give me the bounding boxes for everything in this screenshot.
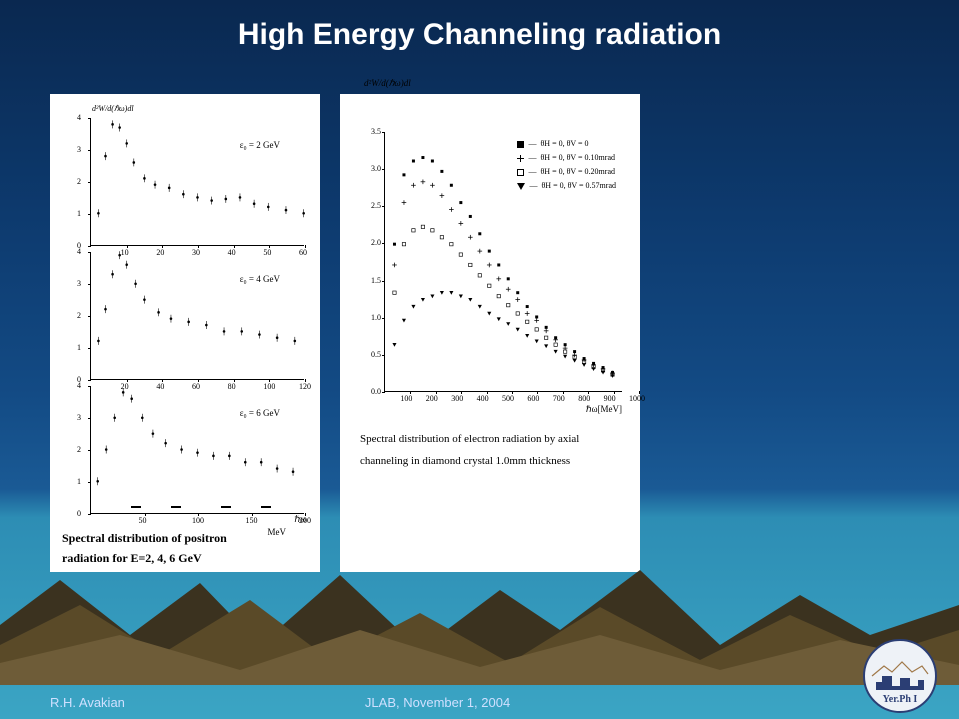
xtick-mark <box>162 379 163 382</box>
ytick: 2.5 <box>371 201 381 210</box>
x-var: ℏω <box>294 514 306 524</box>
dash <box>131 506 141 508</box>
ytick-mark <box>88 514 91 515</box>
xtick: 50 <box>139 516 147 525</box>
xtick: 1000 <box>629 394 645 403</box>
footer: R.H. Avakian JLAB, November 1, 2004 <box>0 685 959 719</box>
xtick-mark <box>252 513 253 516</box>
left-subplot-1: 0123420406080100120ε₀ = 4 GeV <box>90 252 304 380</box>
xtick: 800 <box>578 394 590 403</box>
xtick-mark <box>537 391 538 394</box>
xtick: 700 <box>553 394 565 403</box>
ytick: 3 <box>77 279 81 288</box>
xtick: 900 <box>604 394 616 403</box>
subplot-curve <box>91 252 304 379</box>
ytick: 1 <box>77 477 81 486</box>
logo-graphic <box>870 656 930 696</box>
ytick-mark <box>88 246 91 247</box>
right-plot-area: — θH = 0, θV = 0 — θH = 0, θV = 0.10mrad… <box>384 132 622 392</box>
dash <box>171 506 181 508</box>
ytick: 1.0 <box>371 313 381 322</box>
xtick-mark <box>461 391 462 394</box>
left-figure-panel: d²W/d(ℏω)dl 01234102030405060ε₀ = 2 GeV0… <box>50 94 320 572</box>
xtick-mark <box>639 391 640 394</box>
dash <box>221 506 231 508</box>
right-y-axis-label: d²W/d(ℏω)dl <box>364 78 411 89</box>
right-caption: Spectral distribution of electron radiat… <box>360 428 624 472</box>
xtick-mark <box>234 379 235 382</box>
x-axis-var: ℏω <box>294 514 306 525</box>
ytick: 3.5 <box>371 127 381 136</box>
logo-text: Yer.Ph I <box>883 694 918 705</box>
xtick-mark <box>127 245 128 248</box>
left-y-axis-label: d²W/d(ℏω)dl <box>92 104 134 113</box>
yerphi-logo: Yer.Ph I <box>863 639 937 713</box>
ytick: 0.0 <box>371 387 381 396</box>
footer-date: JLAB, November 1, 2004 <box>365 695 510 710</box>
ytick: 4 <box>77 381 81 390</box>
xtick-mark <box>512 391 513 394</box>
xtick-mark <box>198 513 199 516</box>
xtick-mark <box>198 245 199 248</box>
xtick-mark <box>305 245 306 248</box>
ytick: 2 <box>77 177 81 186</box>
right-caption-l1: Spectral distribution of electron radiat… <box>360 428 624 450</box>
xtick-mark <box>563 391 564 394</box>
right-figure-panel: d²W/d(ℏω)dl — θH = 0, θV = 0 — θH = 0, θ… <box>340 94 640 572</box>
dash-row <box>91 506 304 509</box>
ytick: 0 <box>77 509 81 518</box>
xtick-mark <box>487 391 488 394</box>
xtick: 600 <box>527 394 539 403</box>
right-series <box>385 132 622 391</box>
xtick: 200 <box>426 394 438 403</box>
xtick: 150 <box>246 516 258 525</box>
ytick-mark <box>88 380 91 381</box>
xtick-mark <box>305 379 306 382</box>
xtick-mark <box>127 379 128 382</box>
dash <box>261 506 271 508</box>
xtick: 100 <box>400 394 412 403</box>
mountain-decoration <box>0 535 959 685</box>
right-caption-l2: channeling in diamond crystal 1.0mm thic… <box>360 450 624 472</box>
ytick: 4 <box>77 113 81 122</box>
ytick: 2 <box>77 311 81 320</box>
ytick: 4 <box>77 247 81 256</box>
ytick: 2.0 <box>371 238 381 247</box>
xtick-mark <box>145 513 146 516</box>
right-x-axis-label: ℏω[MeV] <box>586 404 622 415</box>
xtick-mark <box>436 391 437 394</box>
xtick-mark <box>234 245 235 248</box>
xtick-mark <box>269 245 270 248</box>
ytick: 3 <box>77 413 81 422</box>
ytick-mark <box>382 392 385 393</box>
ytick: 1 <box>77 209 81 218</box>
subplot-curve <box>91 118 304 245</box>
figures-row: d²W/d(ℏω)dl 01234102030405060ε₀ = 2 GeV0… <box>50 94 959 572</box>
xtick-mark <box>410 391 411 394</box>
ytick: 0.5 <box>371 350 381 359</box>
ytick: 3.0 <box>371 164 381 173</box>
xtick-mark <box>588 391 589 394</box>
footer-author: R.H. Avakian <box>50 695 125 710</box>
xtick-mark <box>269 379 270 382</box>
xtick: 500 <box>502 394 514 403</box>
ytick: 2 <box>77 445 81 454</box>
xtick: 400 <box>477 394 489 403</box>
xtick: 100 <box>192 516 204 525</box>
xtick: 300 <box>451 394 463 403</box>
slide-title: High Energy Channeling radiation <box>0 0 959 52</box>
left-subplot-2: 0123450100150200ε₀ = 6 GeVℏωMeV <box>90 386 304 514</box>
left-subplot-0: 01234102030405060ε₀ = 2 GeV <box>90 118 304 246</box>
ytick: 3 <box>77 145 81 154</box>
ytick: 1.5 <box>371 276 381 285</box>
subplot-curve <box>91 386 304 513</box>
xtick-mark <box>198 379 199 382</box>
xtick-mark <box>614 391 615 394</box>
ytick: 1 <box>77 343 81 352</box>
xtick-mark <box>162 245 163 248</box>
